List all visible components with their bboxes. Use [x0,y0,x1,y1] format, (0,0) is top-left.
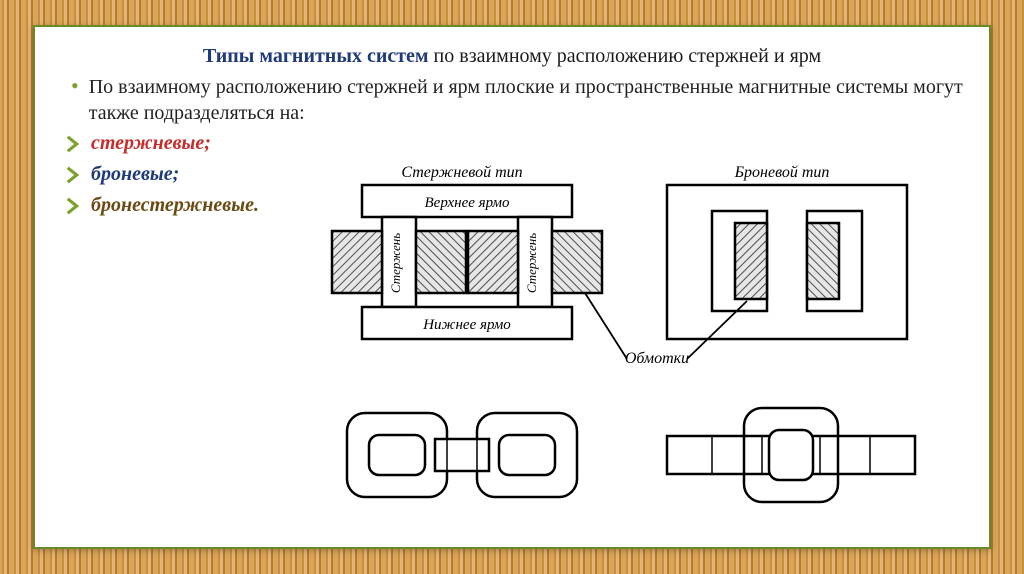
label-core-type: Стержневой тип [401,164,522,181]
title-rest: по взаимному расположению стержней и ярм [429,45,822,67]
label-upper-yoke: Верхнее ярмо [425,195,510,211]
label-lower-yoke: Нижнее ярмо [422,317,511,333]
type-label-1: броневые; [91,163,179,186]
intro-item: • По взаимному расположению стержней и я… [71,74,963,126]
type-label-0: стержневые; [91,132,211,155]
chevron-right-icon [65,197,83,215]
shell-type-plan [667,408,915,502]
label-core-leg-1: Стержень [388,233,403,293]
intro-list: • По взаимному расположению стержней и я… [61,74,963,126]
transformer-types-diagram: Стержневой тип Верхнее ярмо Стержень Сте… [317,163,927,523]
label-core-leg-2: Стержень [524,233,539,293]
chevron-right-icon [65,135,83,153]
dot-bullet-icon: • [71,74,79,98]
slide-frame: Типы магнитных систем по взаимному распо… [33,25,991,549]
label-shell-type: Броневой тип [734,164,830,181]
chevron-right-icon [65,166,83,184]
label-windings: Обмотки [625,350,689,367]
type-item-0: стержневые; [65,132,963,155]
type-label-2: бронестержневые. [91,194,259,217]
core-type-plan [347,413,577,497]
title-strong: Типы магнитных систем [203,45,429,67]
core-type-group: Стержневой тип Верхнее ярмо Стержень Сте… [332,164,602,339]
intro-text: По взаимному расположению стержней и ярм… [89,74,963,126]
slide-title: Типы магнитных систем по взаимному распо… [61,45,963,68]
shell-type-group: Броневой тип [667,164,907,339]
